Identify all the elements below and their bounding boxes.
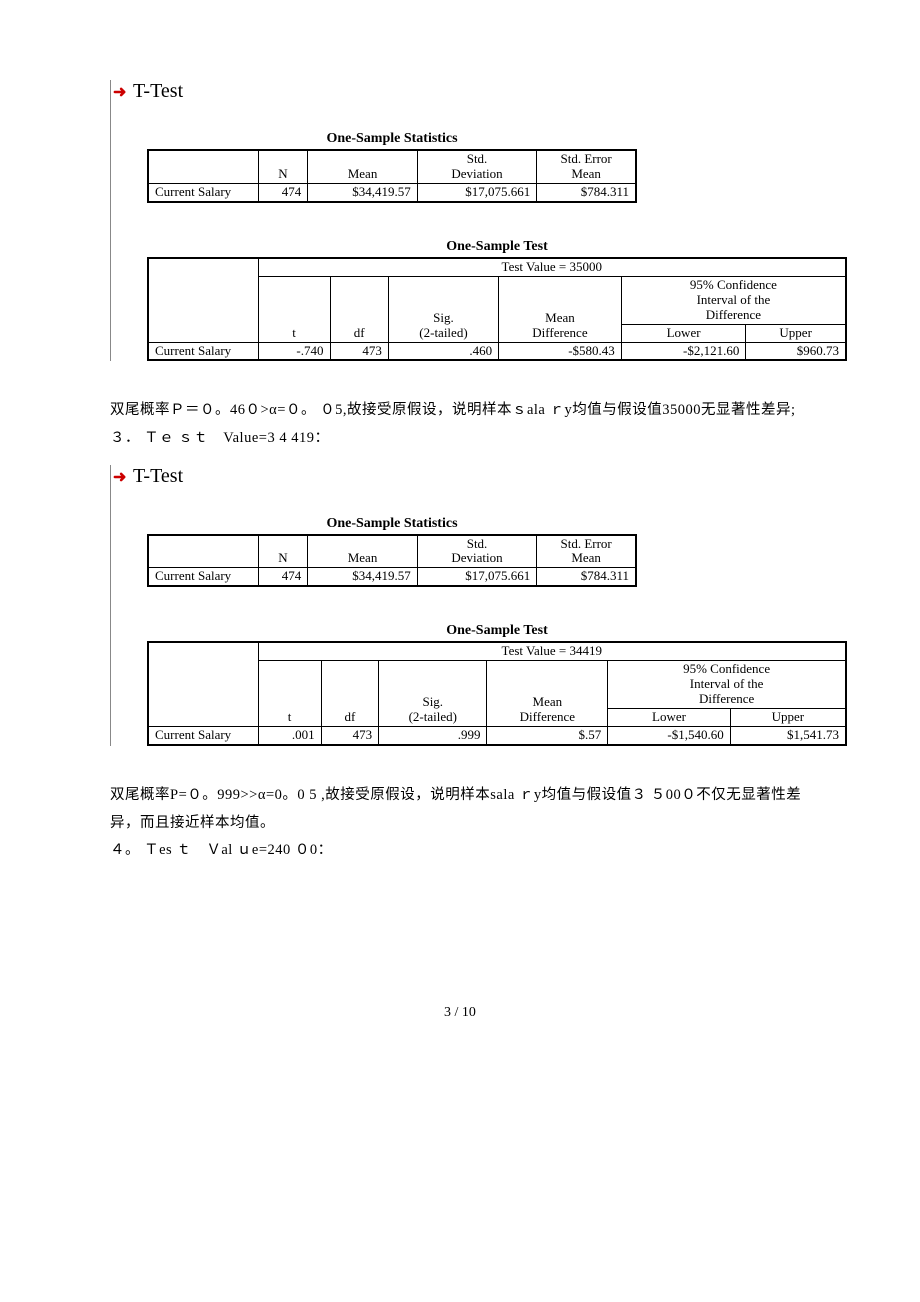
val-sig: .460 [388, 342, 498, 360]
arrow-icon: ➜ [113, 84, 126, 101]
blank-cell [148, 642, 258, 726]
col-stderr: Std. Error Mean [537, 535, 636, 568]
page-number: 3 / 10 [110, 1005, 810, 1021]
val-n: 474 [258, 568, 308, 586]
stats-title-1: One-Sample Statistics [147, 131, 637, 147]
stats-table-wrap-1: N Mean Std. Deviation Std. Error Mean Cu… [147, 149, 810, 203]
col-sig: Sig. (2-tailed) [388, 276, 498, 342]
test-table-2: Test Value = 34419 t df Sig. (2-tailed) … [147, 641, 847, 746]
heading-text: T-Test [133, 465, 183, 487]
para1-text: 双尾概率Ｐ＝０。46０>α=０。 ０5,故接受原假设，说明样本ｓala ｒy均值… [110, 402, 796, 418]
val-stderr: $784.311 [537, 183, 636, 201]
val-t: -.740 [258, 342, 330, 360]
val-meandiff: $.57 [487, 727, 608, 745]
col-t: t [258, 661, 321, 727]
col-upper: Upper [746, 324, 846, 342]
para1b-text: ３． Ｔｅ ｓｔ Value=3 4 419： [110, 430, 329, 446]
col-lower: Lower [621, 324, 746, 342]
blank-cell [148, 535, 258, 568]
ttest-heading-1: ➜ T-Test [111, 80, 810, 103]
col-mean: Mean [308, 150, 418, 183]
col-t: t [258, 276, 330, 342]
val-meandiff: -$580.43 [499, 342, 622, 360]
val-sig: .999 [379, 727, 487, 745]
col-sig: Sig. (2-tailed) [379, 661, 487, 727]
col-stddev: Std. Deviation [417, 535, 536, 568]
col-upper: Upper [730, 709, 846, 727]
val-upper: $1,541.73 [730, 727, 846, 745]
ttest-section-2: ➜ T-Test One-Sample Statistics N Mean St… [110, 465, 810, 746]
stats-table-wrap-2: N Mean Std. Deviation Std. Error Mean Cu… [147, 534, 810, 588]
arrow-icon: ➜ [113, 469, 126, 486]
col-meandiff: Mean Difference [499, 276, 622, 342]
test-table-wrap-1: Test Value = 35000 t df Sig. (2-tailed) … [147, 257, 810, 362]
heading-text: T-Test [133, 80, 183, 102]
paragraph-2: 双尾概率P=０。999>>α=0。0 5 ,故接受原假设，说明样本sala ｒy… [110, 782, 810, 865]
val-df: 473 [330, 342, 388, 360]
test-table-wrap-2: Test Value = 34419 t df Sig. (2-tailed) … [147, 641, 810, 746]
val-upper: $960.73 [746, 342, 846, 360]
testvalue-label: Test Value = 34419 [258, 642, 846, 660]
val-t: .001 [258, 727, 321, 745]
test-title-2: One-Sample Test [147, 623, 847, 639]
val-stderr: $784.311 [537, 568, 636, 586]
col-stddev: Std. Deviation [417, 150, 536, 183]
stats-table-2: N Mean Std. Deviation Std. Error Mean Cu… [147, 534, 637, 588]
col-n: N [258, 535, 308, 568]
col-mean: Mean [308, 535, 418, 568]
ci-label: 95% Confidence Interval of the Differenc… [621, 276, 846, 324]
row-label: Current Salary [148, 568, 258, 586]
val-mean: $34,419.57 [308, 183, 418, 201]
testvalue-label: Test Value = 35000 [258, 258, 846, 276]
col-df: df [321, 661, 378, 727]
blank-cell [148, 150, 258, 183]
val-lower: -$2,121.60 [621, 342, 746, 360]
blank-cell [148, 258, 258, 342]
col-meandiff: Mean Difference [487, 661, 608, 727]
col-stderr: Std. Error Mean [537, 150, 636, 183]
paragraph-1: 双尾概率Ｐ＝０。46０>α=０。 ０5,故接受原假设，说明样本ｓala ｒy均值… [110, 397, 810, 452]
row-label: Current Salary [148, 342, 258, 360]
para2b-text: ４。 Ｔes ｔ Ｖal ｕe=240 ０0： [110, 842, 333, 858]
stats-table-1: N Mean Std. Deviation Std. Error Mean Cu… [147, 149, 637, 203]
val-lower: -$1,540.60 [608, 727, 731, 745]
test-title-1: One-Sample Test [147, 239, 847, 255]
row-label: Current Salary [148, 727, 258, 745]
col-n: N [258, 150, 308, 183]
val-mean: $34,419.57 [308, 568, 418, 586]
row-label: Current Salary [148, 183, 258, 201]
val-df: 473 [321, 727, 378, 745]
stats-title-2: One-Sample Statistics [147, 516, 637, 532]
col-df: df [330, 276, 388, 342]
col-lower: Lower [608, 709, 731, 727]
ttest-section-1: ➜ T-Test One-Sample Statistics N Mean St… [110, 80, 810, 361]
val-stddev: $17,075.661 [417, 183, 536, 201]
ci-label: 95% Confidence Interval of the Differenc… [608, 661, 846, 709]
val-n: 474 [258, 183, 308, 201]
val-stddev: $17,075.661 [417, 568, 536, 586]
test-table-1: Test Value = 35000 t df Sig. (2-tailed) … [147, 257, 847, 362]
para2-text: 双尾概率P=０。999>>α=0。0 5 ,故接受原假设，说明样本sala ｒy… [110, 787, 801, 831]
ttest-heading-2: ➜ T-Test [111, 465, 810, 488]
